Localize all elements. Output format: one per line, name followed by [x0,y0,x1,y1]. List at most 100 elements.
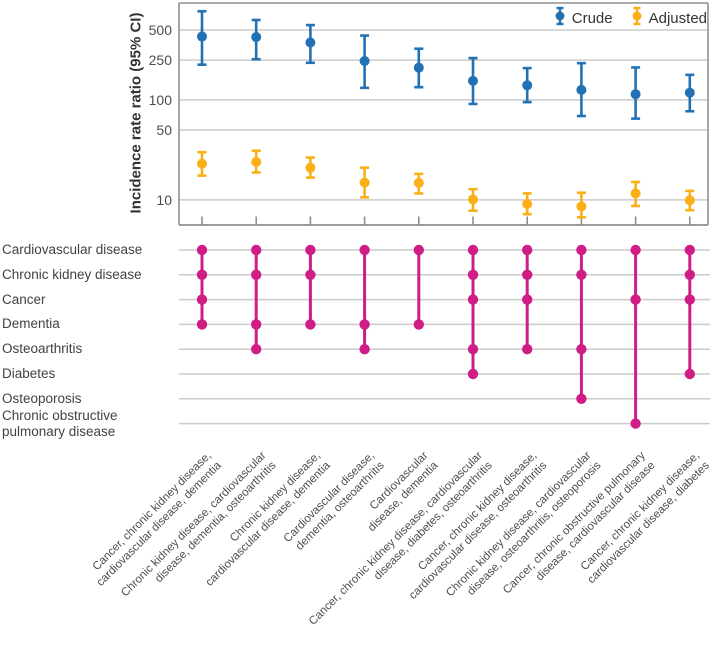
adjusted-point [468,187,478,212]
combination-column [413,244,424,330]
matrix-dot [413,244,424,256]
matrix-dot [630,244,641,256]
crude-dot [468,75,478,86]
series-adjusted [197,149,695,219]
crude-point [684,73,695,113]
matrix-dot [630,418,641,429]
crude-dot [197,31,207,42]
row-label: Diabetes [2,366,56,381]
adjusted-dot [468,194,478,205]
matrix-dot [251,244,262,256]
combination-column [196,244,208,330]
crude-dot [522,80,533,91]
matrix-dot [576,269,587,280]
matrix-dot [467,294,479,305]
crude-point [197,9,207,66]
forest-panel-grid: 500 250 100 50 10 [149,22,708,208]
crude-point [522,66,533,104]
matrix-dot [251,344,262,355]
legend: Crude Adjusted [554,5,707,32]
matrix-dot [522,244,533,256]
matrix-dot [684,244,695,256]
errorbar-glyph [632,6,642,26]
crude-point [413,47,424,89]
legend-label-crude: Crude [571,10,613,27]
adjusted-point [305,156,316,179]
matrix-dot [359,244,370,256]
matrix-dot [684,368,695,380]
adjusted-point [413,172,424,195]
crude-point [305,23,316,65]
crude-errorbar-icon [554,5,566,32]
matrix-dot [196,319,208,330]
crude-point [468,56,478,106]
crude-dot [413,62,424,73]
adjusted-point [251,149,262,174]
y-tick-label: 100 [149,92,173,108]
row-label: Cancer [2,291,46,307]
matrix-dot [305,244,316,256]
matrix-dot [522,344,533,355]
combination-column [684,244,695,380]
matrix-dot [196,269,208,280]
combination-column [522,244,533,355]
y-tick-label: 50 [156,122,172,138]
adjusted-point [684,189,695,212]
crude-point [630,66,641,120]
errorbar-glyph [555,6,565,26]
matrix-dot [251,319,262,330]
matrix-dot [467,368,479,380]
matrix-dot [576,393,587,404]
matrix-dot [522,269,533,280]
y-tick-label: 500 [149,22,173,38]
crude-dot [251,32,262,43]
crude-dot [576,84,587,95]
matrix-dot [630,294,641,305]
adjusted-dot [576,201,587,212]
adjusted-dot [630,188,641,199]
matrix-dot [359,319,370,330]
legend-item-crude: Crude [554,5,613,32]
series-crude [197,9,695,120]
adjusted-point [576,191,587,219]
crude-point [251,18,262,61]
adjusted-dot [359,177,370,188]
adjusted-dot [305,162,316,173]
matrix-dot [576,344,587,355]
matrix-dot [305,319,316,330]
row-label: Cardiovascular disease [2,242,143,257]
matrix-dot [305,269,316,280]
adjusted-errorbar-icon [631,5,643,32]
row-label: Dementia [2,316,60,332]
matrix-dot [522,294,533,305]
row-label: Osteoporosis [2,390,82,406]
row-label: Chronic kidney disease [2,266,142,282]
adjusted-dot [413,177,424,188]
crude-point [576,61,587,118]
row-label: Osteoarthritis [2,341,83,357]
combination-column [305,244,316,330]
adjusted-dot [251,156,262,167]
adjusted-dot [684,195,695,206]
combination-column [251,244,262,355]
matrix-dot [467,344,479,355]
adjusted-dot [197,158,207,169]
matrix-dot [467,244,479,256]
crude-dot [630,89,641,100]
combination-column [467,244,479,380]
adjusted-dot [522,198,533,209]
adjusted-point [197,150,207,177]
y-tick-label: 10 [156,192,172,208]
combination-column [630,244,641,429]
matrix-dot [196,294,208,305]
legend-item-adjusted: Adjusted [631,5,707,32]
combination-column [576,244,587,404]
matrix-dot [251,269,262,280]
crude-dot [359,55,370,66]
adjusted-point [359,166,370,199]
matrix-panel [179,244,710,429]
forest-panel-frame [178,2,709,226]
legend-label-adjusted: Adjusted [648,10,707,27]
